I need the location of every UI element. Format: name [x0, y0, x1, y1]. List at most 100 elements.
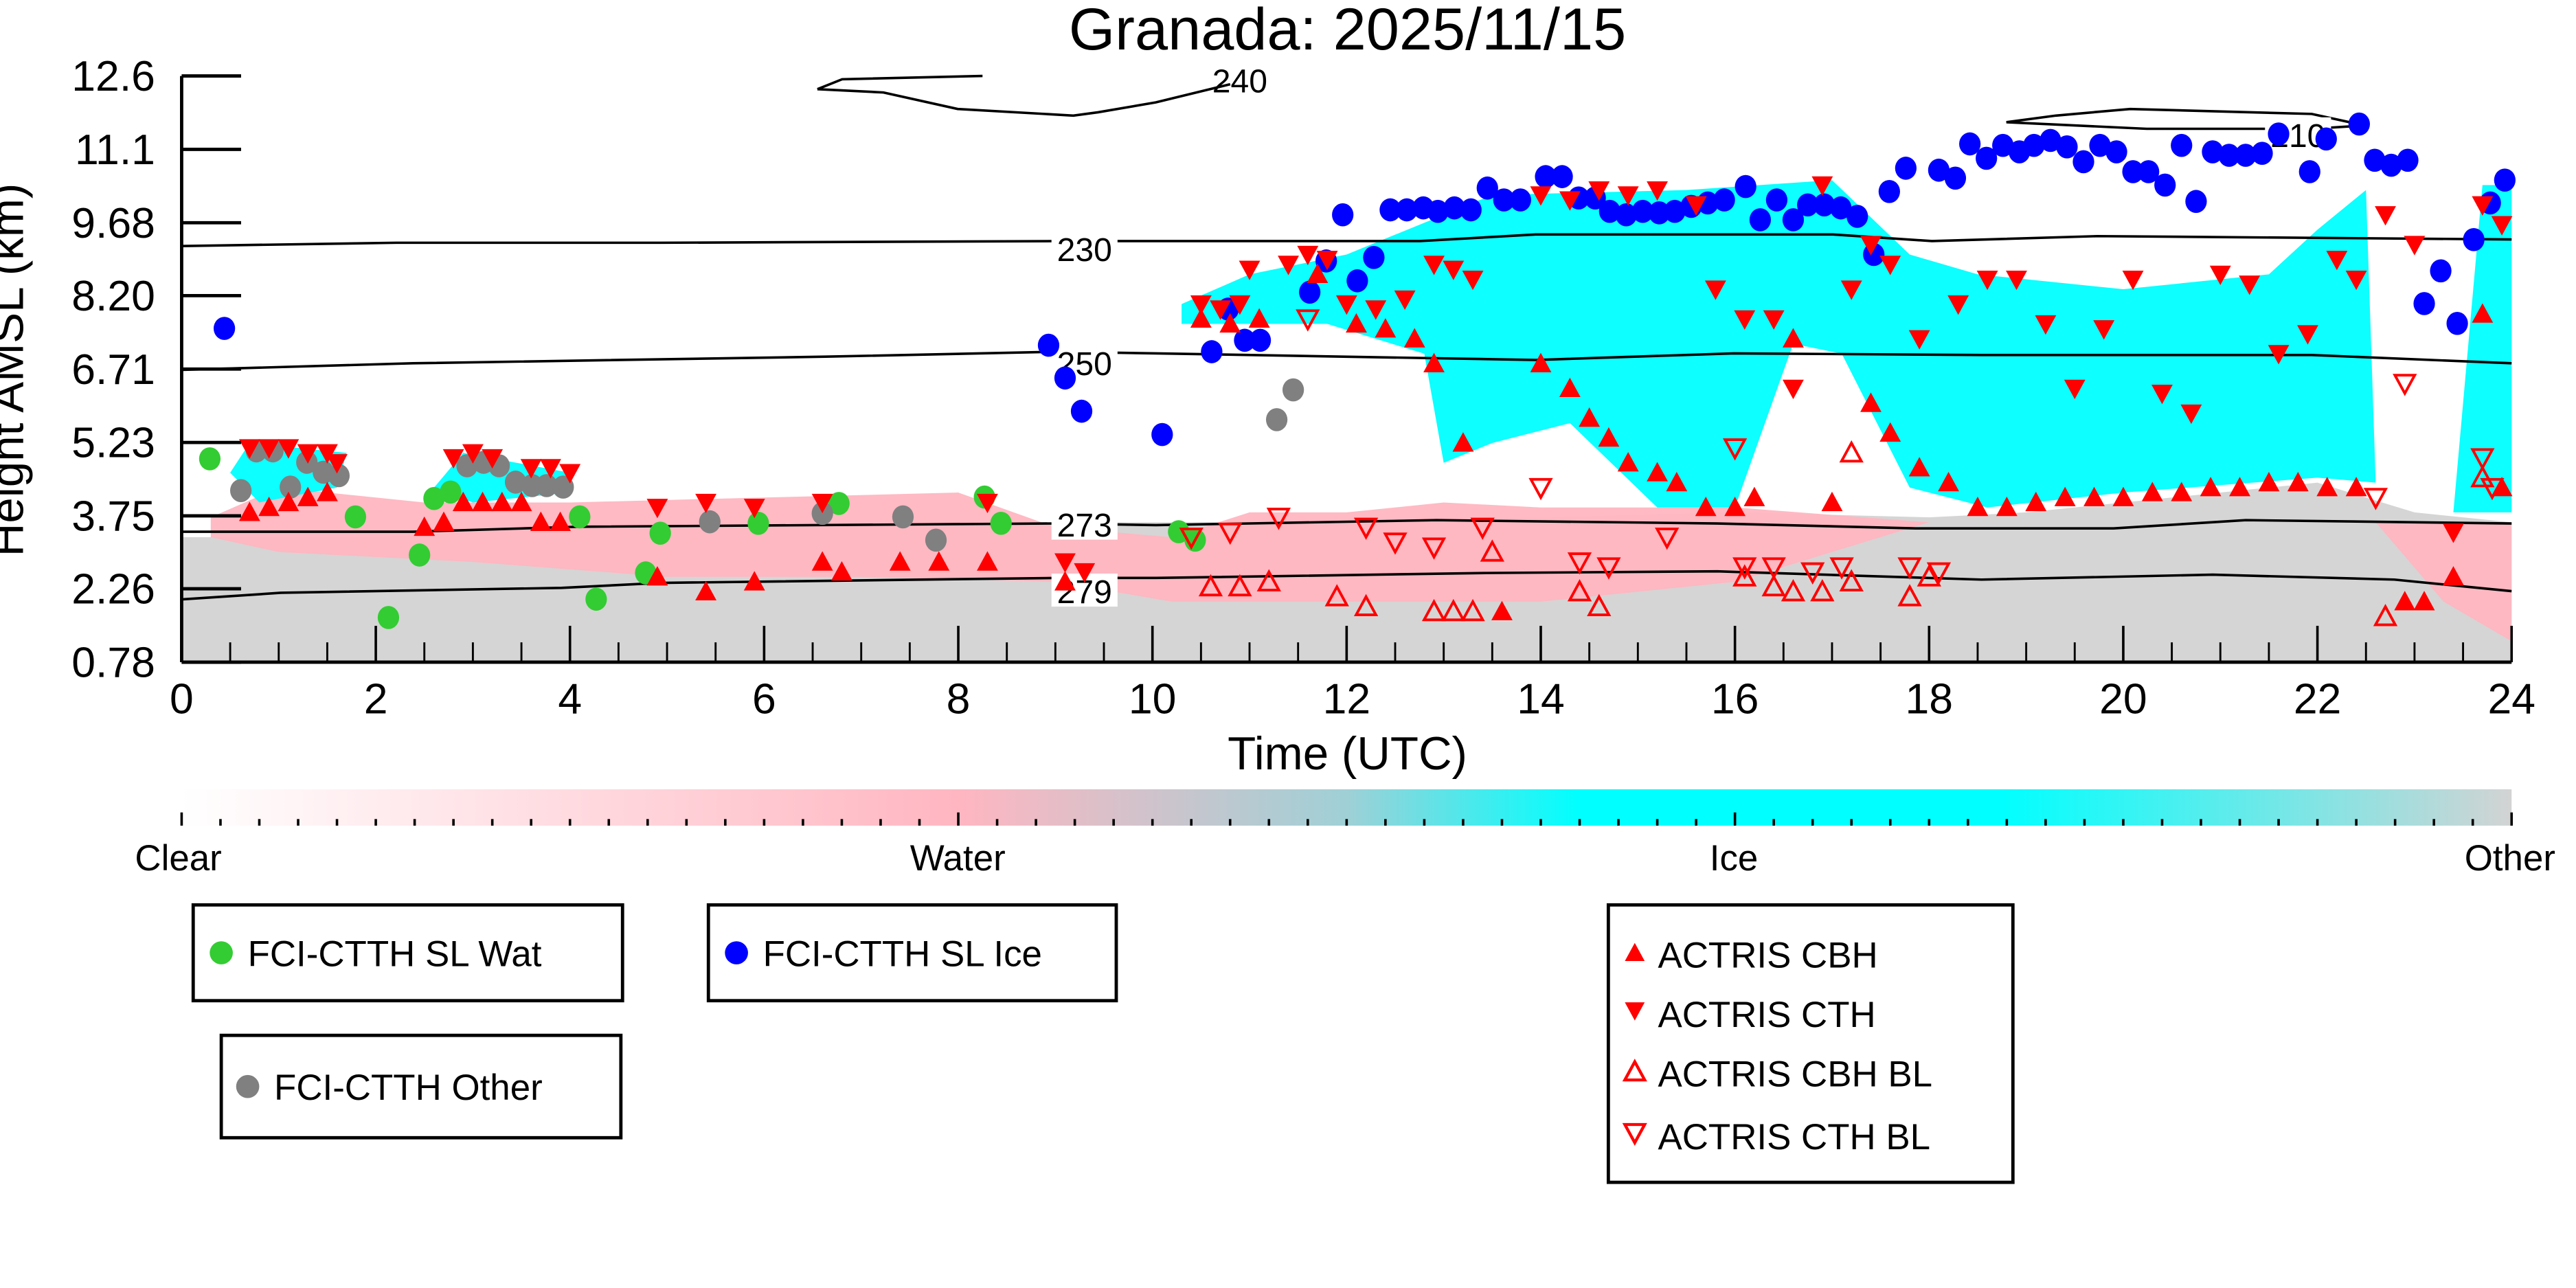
fci-ctth-sl-ice-point	[2138, 160, 2160, 183]
fci-ctth-sl-ice-point	[2494, 168, 2516, 192]
actris-cth-point	[1685, 196, 1707, 216]
actris-cbh-point	[2054, 486, 2076, 506]
x-axis-ticks: 0 2 4 6 8 10 12 14 16 18 20 22 24	[170, 626, 2535, 723]
fci-ctth-sl-ice-point	[2413, 292, 2435, 315]
fci-ctth-sl-ice-point	[1249, 328, 1272, 352]
fci-ctth-sl-ice-point	[1631, 199, 1654, 223]
fci-ctth-sl-wat-point	[344, 505, 367, 529]
fci-ctth-sl-ice-point	[2463, 227, 2485, 251]
actris-cbh-bl-point	[1228, 574, 1252, 597]
actris-cbh-point	[1879, 422, 1901, 442]
actris-cth-point	[482, 449, 504, 469]
contour-230	[181, 233, 2512, 247]
fci-ctth-sl-ice-point	[1299, 280, 1321, 304]
actris-cbh-point	[491, 491, 513, 512]
actris-cbh-point	[2472, 303, 2494, 323]
actris-cbh-point	[1860, 392, 1882, 412]
contour-label: 240	[1212, 63, 1267, 100]
actris-cbh-point	[1423, 352, 1445, 372]
actris-cth-point	[1840, 280, 1862, 300]
actris-cth-point	[2345, 270, 2367, 291]
fci-ctth-sl-ice-point	[1598, 199, 1620, 223]
actris-cbh-point	[1559, 377, 1581, 398]
actris-cbh-bl-point	[1324, 584, 1349, 607]
actris-cth-point	[559, 464, 581, 484]
actris-cbh-point	[238, 501, 260, 521]
contour-210	[2006, 107, 2365, 131]
fci-ctth-other-point	[1265, 408, 1288, 431]
actris-cth-bl-point	[1296, 309, 1320, 332]
actris-cbh-point	[1598, 427, 1620, 447]
actris-cbh-bl-point	[1897, 584, 1922, 607]
actris-cbh-point	[1452, 432, 1474, 452]
actris-cbh-point	[1724, 497, 1746, 517]
actris-cth-point	[2491, 216, 2513, 236]
actris-cth-bl-point	[1829, 557, 1854, 580]
contour-273	[181, 519, 2512, 533]
blue-circle-icon	[725, 941, 748, 964]
y-tick-label: 2.26	[71, 565, 155, 613]
fci-ctth-sl-ice-point	[2056, 135, 2078, 159]
x-tick-label: 22	[2294, 675, 2342, 723]
fci-ctth-sl-wat-point	[199, 447, 221, 471]
actris-cbh-bl-point	[1761, 574, 1786, 597]
actris-cth-bl-point	[1353, 517, 1379, 541]
actris-cth-point	[462, 444, 484, 464]
actris-cth-point	[1976, 270, 1998, 291]
actris-cth-point	[316, 444, 338, 464]
fci-ctth-other-point	[230, 479, 252, 502]
legend-label: ACTRIS CTH BL	[1658, 1117, 1930, 1157]
actris-cth-bl-point	[1732, 557, 1757, 580]
colorbar-label-other: Other	[2465, 838, 2555, 879]
fci-ctth-sl-ice-point	[1427, 199, 1449, 223]
actris-cth-point	[1335, 295, 1357, 315]
actris-cbh-point	[976, 551, 998, 571]
points-layer	[199, 112, 2516, 629]
y-tick-label: 3.75	[71, 493, 155, 541]
fci-ctth-sl-ice-point	[1535, 165, 1557, 188]
actris-cth-point	[646, 499, 668, 519]
actris-cbh-bl-point	[1810, 578, 1835, 602]
fci-ctth-other-point	[552, 475, 574, 499]
actris-cth-point	[1443, 260, 1465, 280]
contour-label: 273	[1057, 507, 1112, 544]
actris-cth-bl-point	[2393, 374, 2417, 396]
fci-ctth-sl-wat-point	[747, 511, 769, 535]
fci-ctth-sl-ice-point	[2298, 160, 2320, 183]
contour-label-bg	[1051, 506, 1118, 540]
fci-ctth-sl-ice-point	[1895, 157, 1917, 180]
y-tick-label: 8.20	[71, 272, 155, 320]
fci-ctth-sl-ice-point	[2446, 312, 2468, 335]
fci-ctth-sl-ice-point	[2364, 148, 2386, 172]
actris-cbh-point	[1248, 308, 1270, 328]
x-tick-label: 4	[558, 675, 582, 723]
actris-cth-point	[1530, 186, 1552, 206]
actris-cth-bl-point	[1800, 562, 1825, 585]
actris-cbh-point	[530, 511, 552, 531]
fci-ctth-sl-ice-point	[1749, 208, 1772, 231]
actris-cbh-point	[1783, 328, 1804, 348]
actris-cth-point	[811, 493, 833, 514]
actris-cbh-bl-point	[1732, 564, 1757, 587]
y-tick-label: 6.71	[71, 346, 155, 394]
fci-ctth-sl-ice-point	[2122, 160, 2144, 183]
actris-cbh-point	[1821, 491, 1843, 512]
actris-cbh-point	[1054, 571, 1076, 591]
fci-ctth-sl-ice-point	[1151, 422, 1173, 447]
fci-ctth-sl-ice-point	[1664, 199, 1686, 223]
x-tick-label: 20	[2099, 675, 2147, 723]
actris-cbh-point	[1491, 600, 1513, 620]
colorbar-ticks	[180, 812, 2513, 826]
actris-cbh-point	[1530, 352, 1552, 372]
fci-ctth-sl-ice-point	[2072, 150, 2094, 174]
actris-cth-point	[238, 439, 260, 459]
legend-actris: ACTRIS CBH ACTRIS CTH ACTRIS CBH BL ACTR…	[1606, 903, 2015, 1184]
actris-cbh-point	[1996, 497, 2018, 517]
actris-cth-point	[297, 444, 319, 464]
contour-240	[817, 74, 1231, 117]
fci-ctth-sl-wat-point	[569, 505, 591, 529]
legend-label: FCI-CTTH Other	[274, 1067, 543, 1108]
actris-cth-bl-point	[1383, 532, 1408, 555]
fci-ctth-sl-ice-point	[1846, 205, 1868, 228]
